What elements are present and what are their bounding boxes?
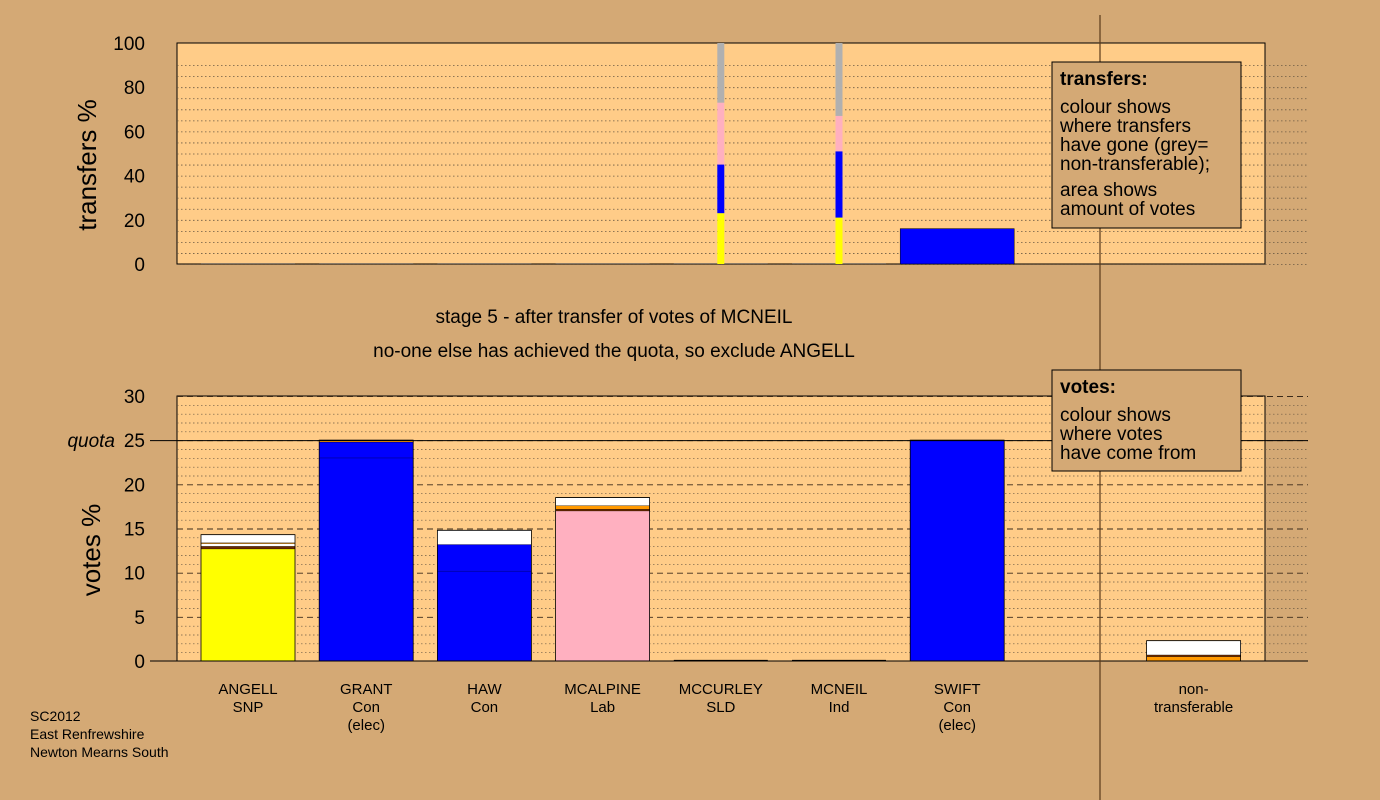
votes-bar-segment — [437, 530, 532, 545]
transfers-bar-segment — [717, 43, 725, 103]
transfers-gridlines — [177, 65, 1308, 265]
votes-category-label: MCNEIL — [811, 681, 868, 698]
votes-y-tick-label: 25 — [124, 431, 145, 452]
votes-bar-segment — [201, 548, 295, 661]
transfers-bar-segment — [835, 151, 843, 218]
transfers-legend-line: where transfers — [1059, 116, 1191, 137]
votes-bar-segment — [319, 441, 414, 458]
votes-category-label: Ind — [829, 699, 850, 716]
votes-bar-segment — [1146, 640, 1241, 655]
votes-category-label: SLD — [706, 699, 735, 716]
transfers-bar-segment — [899, 228, 1015, 265]
votes-category-label: SWIFT — [934, 681, 981, 698]
votes-bar-segment — [555, 497, 650, 506]
footer-line-2: East Renfrewshire — [30, 726, 145, 742]
votes-y-tick-label: 0 — [134, 652, 145, 673]
transfers-bar-segment — [717, 164, 725, 214]
votes-category-label: MCCURLEY — [679, 681, 763, 698]
decision-caption: no-one else has achieved the quota, so e… — [373, 341, 855, 362]
votes-bar-segment — [910, 440, 1005, 661]
transfers-y-tick-label: 0 — [134, 255, 145, 276]
votes-y-tick-label: 30 — [124, 387, 145, 408]
transfers-y-tick-label: 80 — [124, 78, 145, 99]
votes-y-ticks: 0 5 10 15 20 25 30 — [124, 387, 145, 673]
votes-legend-title: votes: — [1060, 377, 1116, 398]
votes-category-label: GRANT — [340, 681, 393, 698]
votes-legend-line: where votes — [1059, 424, 1162, 445]
votes-bar-segment — [555, 510, 650, 661]
votes-category-label: (elec) — [347, 717, 385, 734]
footer: SC2012 East Renfrewshire Newton Mearns S… — [30, 708, 169, 760]
stage-caption: stage 5 - after transfer of votes of MCN… — [436, 307, 793, 328]
transfers-y-tick-label: 20 — [124, 211, 145, 232]
votes-bar-segment — [555, 505, 650, 510]
transfers-bar-segment — [717, 102, 725, 165]
votes-category-label: HAW — [467, 681, 502, 698]
votes-bar-segment — [437, 544, 532, 571]
votes-y-tick-label: 15 — [124, 520, 145, 541]
votes-category-label: non- — [1179, 681, 1209, 698]
transfers-y-tick-label: 60 — [124, 122, 145, 143]
votes-category-label: SNP — [233, 699, 264, 716]
transfers-legend-line: colour shows — [1060, 97, 1171, 118]
votes-bar-segment — [201, 543, 295, 547]
votes-bar-segment — [201, 542, 295, 544]
transfers-y-tick-label: 100 — [113, 34, 145, 55]
votes-bar-segment — [201, 534, 295, 543]
transfers-bars — [201, 43, 1015, 265]
votes-y-tick-label: 5 — [134, 608, 145, 629]
votes-category-labels: ANGELLSNPGRANTCon(elec)HAWConMCALPINELab… — [218, 681, 1233, 734]
votes-category-label: (elec) — [938, 717, 976, 734]
footer-line-3: Newton Mearns South — [30, 744, 169, 760]
votes-legend-box — [1051, 369, 1242, 472]
footer-line-1: SC2012 — [30, 708, 81, 724]
votes-y-tick-label: 10 — [124, 564, 145, 585]
votes-category-label: transferable — [1154, 699, 1233, 716]
votes-bar-segment — [201, 546, 295, 549]
votes-bar-segment — [1146, 654, 1241, 657]
transfers-legend-title: transfers: — [1060, 69, 1148, 90]
transfers-legend-line: have gone (grey= — [1060, 135, 1208, 156]
votes-bar-segment — [319, 457, 414, 661]
transfers-bar-segment — [835, 43, 843, 116]
transfers-legend-line: amount of votes — [1060, 199, 1195, 220]
transfers-legend-box — [1051, 61, 1242, 229]
transfers-bar-segment — [835, 217, 843, 264]
votes-category-label: Con — [352, 699, 380, 716]
quota-label: quota — [67, 431, 115, 452]
votes-category-label: Con — [471, 699, 499, 716]
votes-bar-segment — [555, 509, 650, 511]
votes-y-tick-label: 20 — [124, 475, 145, 496]
votes-category-label: Lab — [590, 699, 615, 716]
votes-category-label: Con — [943, 699, 971, 716]
votes-bar-segment — [437, 570, 532, 661]
transfers-legend-line: area shows — [1060, 180, 1157, 201]
votes-legend-line: have come from — [1060, 443, 1196, 464]
votes-category-label: ANGELL — [218, 681, 277, 698]
votes-category-label: MCALPINE — [564, 681, 641, 698]
transfers-bar-segment — [717, 213, 725, 264]
votes-y-axis-title: votes % — [76, 504, 106, 597]
transfers-bar-segment — [835, 115, 843, 152]
transfers-y-tick-label: 40 — [124, 167, 145, 188]
transfers-y-axis-title: transfers % — [72, 99, 102, 231]
votes-legend-line: colour shows — [1060, 405, 1171, 426]
transfers-y-ticks: 0 20 40 60 80 100 — [113, 34, 145, 276]
transfers-legend-line: non-transferable); — [1060, 154, 1210, 175]
votes-bar-segment — [1146, 656, 1241, 661]
